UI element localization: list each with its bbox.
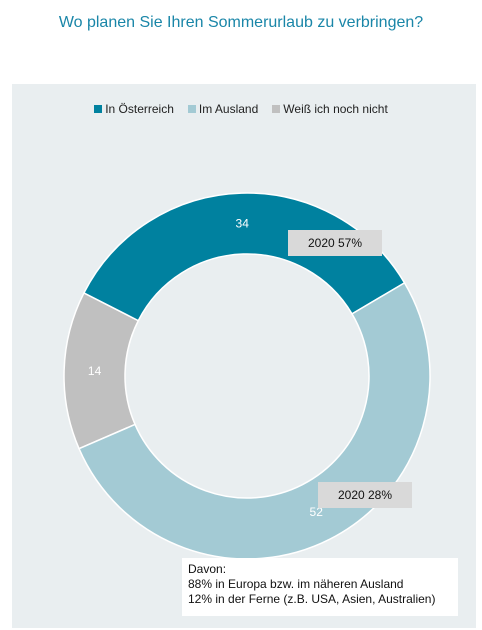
data-label-unsure: 14: [88, 364, 102, 378]
legend-swatch-oesterreich: [94, 105, 103, 113]
chart-title: Wo planen Sie Ihren Sommerurlaub zu verb…: [58, 14, 424, 31]
legend-label-ausland: Im Ausland: [198, 102, 259, 116]
legend: In Österreich Im Ausland Weiß ich noch n…: [0, 102, 482, 116]
legend-label-oesterreich: In Österreich: [105, 102, 174, 116]
note-line-2: 12% in der Ferne (z.B. USA, Asien, Austr…: [188, 592, 436, 606]
legend-label-unsure: Weiß ich noch nicht: [283, 102, 388, 116]
note-box: Davon: 88% in Europa bzw. im näheren Aus…: [182, 558, 458, 616]
legend-item-ausland: Im Ausland: [187, 102, 259, 116]
annotation-oesterreich-2020: 2020 57%: [288, 230, 382, 256]
legend-swatch-ausland: [187, 105, 196, 113]
annotation-ausland-2020: 2020 28%: [318, 482, 412, 508]
data-label-oesterreich: 34: [236, 217, 250, 231]
legend-item-unsure: Weiß ich noch nicht: [272, 102, 388, 116]
note-heading: Davon:: [188, 562, 227, 576]
legend-item-oesterreich: In Österreich: [94, 102, 174, 116]
note-line-1: 88% in Europa bzw. im näheren Ausland: [188, 577, 404, 591]
data-label-ausland: 52: [310, 505, 324, 519]
donut-slice-oesterreich: [82, 192, 406, 322]
legend-swatch-unsure: [272, 105, 281, 113]
